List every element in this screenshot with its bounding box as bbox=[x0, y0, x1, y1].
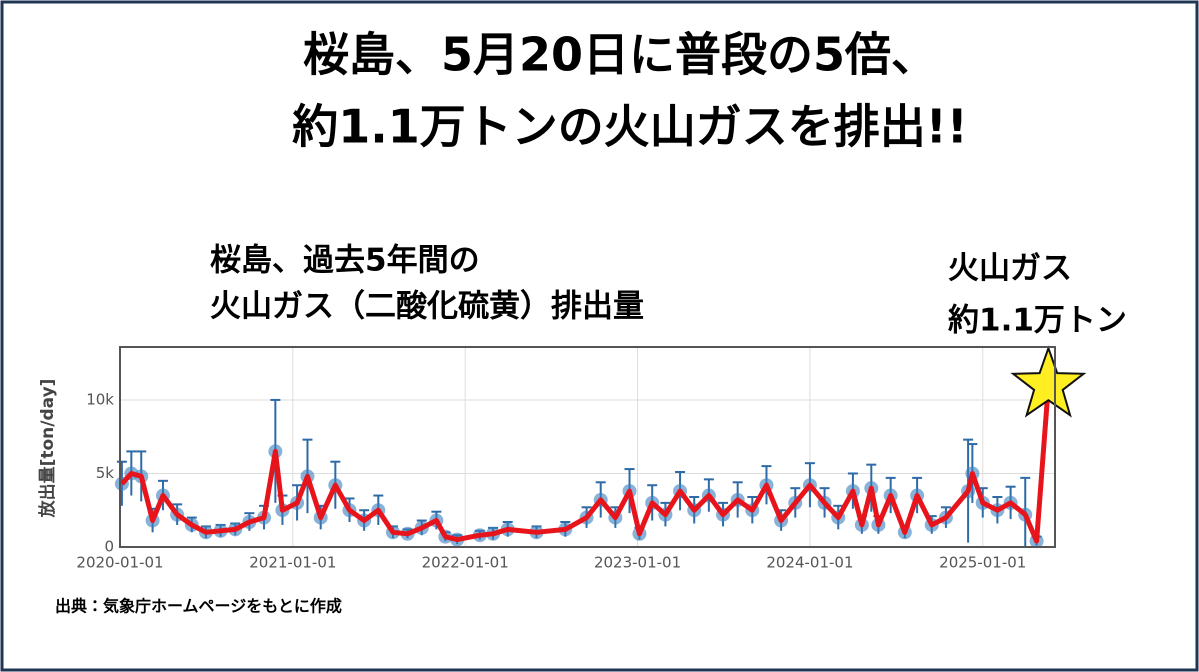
annotation-line: 約1.1万トン bbox=[948, 303, 1127, 339]
subtitle-line: 火山ガス（二酸化硫黄）排出量 bbox=[210, 289, 644, 325]
title-line: 約1.1万トンの火山ガスを排出!! bbox=[292, 100, 967, 154]
x-tick-label: 2020-01-01 bbox=[76, 554, 163, 572]
highlight-star bbox=[1010, 345, 1087, 418]
x-tick-label: 2021-01-01 bbox=[249, 554, 336, 572]
y-axis-label: 放出量[ton/day] bbox=[37, 379, 58, 519]
y-tick-label: 10k bbox=[86, 390, 114, 408]
plot-frame bbox=[119, 346, 1056, 548]
data-line bbox=[120, 385, 1051, 544]
x-tick-label: 2022-01-01 bbox=[422, 554, 509, 572]
x-tick-label: 2025-01-01 bbox=[939, 554, 1026, 572]
subtitle-line: 桜島、過去5年間の bbox=[210, 243, 480, 279]
y-tick-label: 5k bbox=[96, 464, 115, 482]
title-line: 桜島、5月20日に普段の5倍、 bbox=[303, 28, 937, 82]
x-tick-label: 2023-01-01 bbox=[594, 554, 681, 572]
x-tick-label: 2024-01-01 bbox=[766, 554, 853, 572]
annotation-line: 火山ガス bbox=[948, 251, 1072, 287]
source: 出典：気象庁ホームページをもとに作成 bbox=[55, 597, 342, 616]
y-tick-label: 0 bbox=[104, 538, 114, 556]
